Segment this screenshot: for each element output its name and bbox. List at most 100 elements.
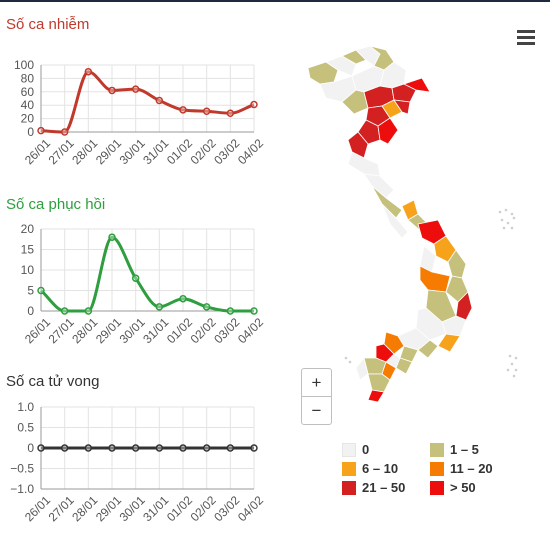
y-tick-label: 0 <box>27 441 34 455</box>
legend-item: 0 <box>342 442 432 458</box>
x-tick-label: 30/01 <box>117 136 148 167</box>
recovered-data-point[interactable] <box>37 286 45 295</box>
y-tick-label: 0 <box>27 125 34 139</box>
map-region <box>393 99 411 115</box>
cases-data-point[interactable] <box>131 85 140 93</box>
cases-data-point[interactable] <box>250 100 258 109</box>
recovered-data-point[interactable] <box>60 307 69 315</box>
legend-item: 21 – 50 <box>342 480 432 496</box>
map-region <box>355 357 369 381</box>
map-region <box>395 357 413 375</box>
vietnam-map[interactable] <box>298 40 518 410</box>
map-region <box>419 265 451 293</box>
legend-item: > 50 <box>430 480 520 496</box>
x-tick-label: 01/02 <box>164 493 195 524</box>
map-region <box>437 333 461 353</box>
cases-series-line <box>40 70 255 134</box>
y-tick-label: −1.0 <box>10 482 34 496</box>
legend-swatch <box>430 481 444 495</box>
recovered-data-point[interactable] <box>179 294 187 303</box>
zoom-control: + − <box>301 368 332 425</box>
y-tick-label: 60 <box>21 85 35 99</box>
legend-label: 21 – 50 <box>362 480 406 495</box>
recovered-data-point[interactable] <box>84 307 93 315</box>
deaths-chart-title: Số ca tử vong <box>6 373 100 390</box>
map-region <box>377 117 399 145</box>
cases-data-point[interactable] <box>179 106 187 114</box>
map-region <box>375 343 395 363</box>
deaths-data-point[interactable] <box>179 444 187 452</box>
legend-swatch <box>430 462 444 476</box>
x-tick-label: 26/01 <box>22 136 53 167</box>
zoom-in-button[interactable]: + <box>302 369 331 397</box>
x-tick-label: 04/02 <box>235 315 266 346</box>
recovered-data-point[interactable] <box>202 303 211 311</box>
x-tick-label: 28/01 <box>69 136 100 167</box>
map-region <box>367 373 391 393</box>
cases-data-point[interactable] <box>226 109 235 117</box>
legend-item: 1 – 5 <box>430 442 520 458</box>
x-tick-label: 02/02 <box>188 136 219 167</box>
map-region <box>447 249 467 279</box>
legend-label: > 50 <box>450 480 476 495</box>
hamburger-menu-icon[interactable] <box>514 28 538 48</box>
deaths-data-point[interactable] <box>108 444 116 452</box>
deaths-chart: −1.0 −0.5 0 0.5 1.0 26/0127/0128/0129/0130/01… <box>10 400 266 524</box>
x-tick-label: 29/01 <box>93 136 124 167</box>
cases-data-point[interactable] <box>108 86 116 95</box>
deaths-data-point[interactable] <box>131 444 140 452</box>
y-tick-label: 0 <box>27 304 34 318</box>
recovered-data-point[interactable] <box>155 303 164 311</box>
x-tick-label: 30/01 <box>117 493 148 524</box>
x-tick-label: 01/02 <box>164 315 195 346</box>
cases-data-point[interactable] <box>37 126 45 135</box>
recovered-chart-title: Số ca phục hồi <box>6 196 106 213</box>
map-region <box>363 173 395 199</box>
map-region <box>325 55 357 77</box>
deaths-data-point[interactable] <box>84 444 93 452</box>
recovered-data-point[interactable] <box>108 233 116 241</box>
map-region <box>367 389 385 403</box>
recovered-data-point[interactable] <box>131 274 140 282</box>
deaths-data-point[interactable] <box>226 444 235 452</box>
y-tick-label: 5 <box>27 284 34 298</box>
x-tick-label: 27/01 <box>46 493 77 524</box>
x-tick-label: 29/01 <box>93 315 124 346</box>
y-tick-label: 1.0 <box>17 400 34 414</box>
map-region <box>391 83 417 103</box>
legend-label: 6 – 10 <box>362 461 399 476</box>
deaths-data-point[interactable] <box>60 444 69 452</box>
deaths-data-point[interactable] <box>37 444 45 452</box>
y-tick-label: −0.5 <box>10 462 34 476</box>
zoom-out-button[interactable]: − <box>311 401 322 420</box>
recovered-data-point[interactable] <box>226 307 235 315</box>
x-tick-label: 31/01 <box>140 136 171 167</box>
deaths-data-point[interactable] <box>250 444 258 452</box>
menu-bar <box>517 36 535 39</box>
y-tick-label: 80 <box>21 71 35 85</box>
top-bar <box>0 0 550 2</box>
map-region <box>402 77 431 93</box>
x-tick-label: 03/02 <box>211 136 242 167</box>
y-tick-label: 10 <box>21 263 35 277</box>
y-tick-label: 20 <box>21 222 35 236</box>
cases-chart-title: Số ca nhiễm <box>6 16 90 33</box>
x-tick-label: 02/02 <box>188 493 219 524</box>
deaths-data-point[interactable] <box>155 444 164 452</box>
deaths-data-point[interactable] <box>202 444 211 452</box>
cases-data-point[interactable] <box>84 67 93 76</box>
x-tick-label: 29/01 <box>93 493 124 524</box>
x-tick-label: 27/01 <box>46 136 77 167</box>
x-tick-label: 31/01 <box>140 315 171 346</box>
cases-data-point[interactable] <box>202 107 211 115</box>
y-tick-label: 100 <box>14 58 34 72</box>
x-tick-label: 03/02 <box>211 315 242 346</box>
legend-swatch <box>342 443 356 457</box>
cases-data-point[interactable] <box>155 96 164 105</box>
cases-data-point[interactable] <box>60 128 69 136</box>
x-tick-label: 28/01 <box>69 493 100 524</box>
map-region <box>455 291 473 321</box>
menu-bar <box>517 42 535 45</box>
recovered-data-point[interactable] <box>250 307 258 315</box>
